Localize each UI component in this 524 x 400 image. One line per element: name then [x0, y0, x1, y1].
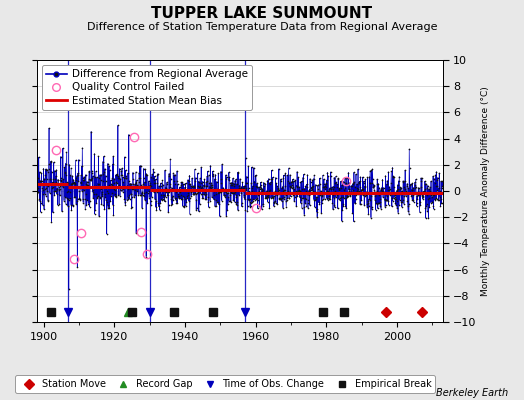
Text: Difference of Station Temperature Data from Regional Average: Difference of Station Temperature Data f…	[87, 22, 437, 32]
Text: TUPPER LAKE SUNMOUNT: TUPPER LAKE SUNMOUNT	[151, 6, 373, 21]
Text: Berkeley Earth: Berkeley Earth	[436, 388, 508, 398]
Legend: Difference from Regional Average, Quality Control Failed, Estimated Station Mean: Difference from Regional Average, Qualit…	[42, 65, 252, 110]
Legend: Station Move, Record Gap, Time of Obs. Change, Empirical Break: Station Move, Record Gap, Time of Obs. C…	[15, 375, 435, 393]
Y-axis label: Monthly Temperature Anomaly Difference (°C): Monthly Temperature Anomaly Difference (…	[481, 86, 490, 296]
